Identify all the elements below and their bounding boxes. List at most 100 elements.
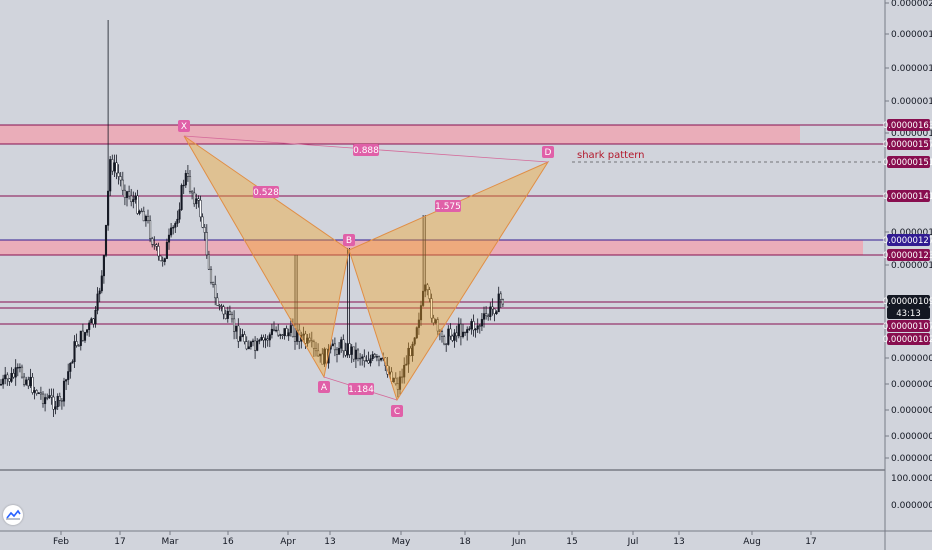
candle-body-60 (125, 191, 129, 198)
x-tick-label-13: 17 (805, 537, 816, 547)
candle-body-200 (419, 305, 423, 321)
candle-body-181 (380, 358, 383, 361)
candle-body-167 (350, 346, 353, 355)
candle-body-232 (487, 315, 490, 317)
candle-body-81 (170, 227, 173, 236)
pattern-point-D: D (545, 148, 552, 158)
candle-body-56 (117, 172, 120, 177)
pattern-point-A: A (321, 383, 328, 393)
zones (0, 124, 885, 325)
candle-body-127 (266, 338, 269, 341)
candle-body-126 (264, 338, 267, 341)
candle-body-192 (403, 365, 406, 378)
candle-body-28 (58, 395, 61, 401)
candle-body-174 (365, 360, 368, 362)
candle-body-38 (79, 330, 82, 346)
candle-body-58 (121, 179, 124, 191)
x-tick-label-3: 16 (222, 537, 234, 547)
candle-body-74 (155, 244, 158, 247)
x-tick-label-2: Mar (162, 537, 179, 547)
candle-body-153 (321, 353, 324, 365)
candle-body-198 (415, 327, 418, 339)
candle-body-154 (323, 348, 326, 365)
candle-body-161 (338, 348, 341, 355)
candle-body-61 (128, 191, 131, 197)
y-tick-label-5: 0.00000130 (891, 228, 932, 238)
candle-body-30 (62, 380, 66, 402)
candle-body-148 (310, 340, 313, 343)
candle-body-18 (37, 392, 40, 394)
ratio-label-0: 0.888 (353, 146, 379, 156)
pattern-point-bg-D (542, 146, 554, 158)
candle-body-159 (333, 343, 336, 351)
candle-body-180 (377, 356, 381, 361)
candle-body-65 (136, 195, 139, 214)
candle-body-201 (422, 290, 425, 306)
price-tag-label-4: 0.00000127 (883, 236, 932, 246)
candle-body-21 (44, 397, 47, 405)
pattern-point-bg-A (318, 381, 330, 393)
price-tags: 0.00000163 0.00000157 0.00000151 0.00000141… (883, 119, 932, 345)
price-tag-label-9: 0.00000102 (883, 335, 932, 345)
candle-body-117 (245, 341, 248, 350)
candle-body-152 (319, 353, 322, 357)
zone-0 (0, 125, 800, 144)
y-tick-label-3: 0.00000170 (891, 97, 932, 107)
ratio-label-3: 1.184 (348, 385, 374, 395)
candle-body-68 (142, 211, 145, 222)
candle-body-97 (203, 227, 206, 233)
candle-body-4 (8, 378, 11, 382)
candle-body-124 (260, 337, 263, 341)
candle-body-195 (409, 347, 412, 356)
candle-body-33 (69, 363, 72, 372)
pattern-point-bg-X (178, 120, 190, 132)
candle-body-90 (188, 176, 192, 192)
candle-body-95 (199, 199, 202, 218)
candle-body-19 (39, 392, 42, 395)
candle-body-130 (272, 328, 276, 331)
candle-body-190 (398, 376, 402, 390)
candle-body-52 (109, 159, 112, 192)
candle-body-51 (107, 190, 110, 226)
candle-body-191 (401, 376, 404, 378)
candle-body-172 (361, 356, 364, 359)
y-tick-label-7: 0.00000092 (891, 354, 932, 364)
harmonic-pattern[interactable]: X A B C D 0.888 0.528 1.575 1.184 shark pattern (178, 120, 645, 417)
candle-body-31 (65, 379, 68, 382)
candle-body-175 (367, 360, 370, 364)
price-tag-9: 0.00000102 (883, 333, 932, 345)
candle-body-87 (182, 184, 185, 187)
candle-body-75 (157, 246, 160, 257)
candle-body-178 (373, 354, 376, 358)
candle-body-224 (470, 321, 473, 330)
candle-body-163 (342, 339, 345, 352)
price-tag-8: 0.00000107 (883, 320, 932, 332)
tradingview-logo-icon[interactable] (3, 505, 23, 525)
pattern-point-C: C (394, 407, 400, 417)
candle-body-145 (304, 333, 307, 344)
candle-body-85 (178, 209, 181, 220)
candle-body-211 (443, 336, 446, 345)
candle-body-96 (201, 216, 204, 228)
candle-body-228 (478, 325, 481, 327)
ratio-bg-2 (435, 200, 461, 212)
x-tick-label-7: 18 (459, 537, 471, 547)
x-tick-label-11: 13 (673, 537, 684, 547)
candle-body-59 (123, 189, 126, 198)
x-axis[interactable]: Feb 17 Mar 16 Apr 13 May 18 Jun 15 Jul 13 Aug 17 (53, 531, 817, 547)
price-tag-1: 0.00000157 (883, 138, 932, 150)
candle-body-139 (291, 325, 294, 338)
y-axis[interactable]: 0.00000200 0.00000190 0.00000180 0.00000170… (885, 0, 932, 511)
candle-body-44 (92, 318, 95, 325)
candle-body-100 (209, 268, 213, 283)
candle-body-32 (67, 371, 70, 380)
candle-body-238 (499, 293, 502, 300)
price-tag-bg-2 (887, 156, 930, 168)
candle-body-222 (466, 329, 469, 334)
ratio-bg-3 (348, 383, 374, 395)
candle-body-42 (88, 322, 91, 330)
price-tag-label-8: 0.00000107 (883, 322, 932, 332)
candle-body-34 (71, 361, 74, 364)
candle-body-135 (283, 328, 286, 336)
